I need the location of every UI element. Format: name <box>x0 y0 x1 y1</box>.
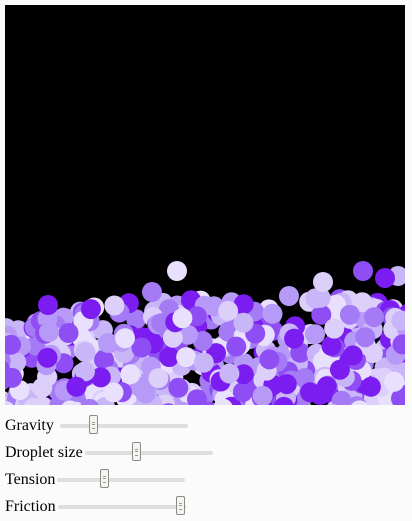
gravity-label: Gravity <box>5 417 54 434</box>
droplet-size-slider-thumb[interactable] <box>132 442 142 461</box>
friction-label: Friction <box>5 498 56 515</box>
droplet <box>232 382 253 402</box>
droplet <box>167 261 187 281</box>
droplet <box>310 287 331 308</box>
droplet <box>187 389 207 405</box>
droplet <box>392 334 405 355</box>
droplet <box>226 336 247 357</box>
droplet <box>94 349 114 370</box>
droplet <box>312 351 333 372</box>
droplet <box>115 328 135 349</box>
tension-control: Tension <box>5 469 186 490</box>
droplet <box>162 327 183 348</box>
droplet-layer <box>5 261 405 405</box>
droplet <box>178 324 199 345</box>
droplet <box>213 398 233 405</box>
droplet <box>90 367 111 388</box>
droplet <box>23 397 44 405</box>
droplet <box>39 322 59 342</box>
droplet <box>148 368 169 389</box>
droplet <box>329 359 350 380</box>
gravity-control: Gravity <box>5 415 188 436</box>
droplet <box>331 390 352 405</box>
droplet <box>233 364 254 385</box>
droplet <box>131 337 152 358</box>
droplet <box>324 318 345 339</box>
droplet <box>360 376 381 397</box>
droplet <box>193 352 214 373</box>
droplet <box>58 323 79 343</box>
droplet <box>120 364 141 385</box>
droplet <box>75 361 95 382</box>
droplet <box>391 388 405 405</box>
droplet <box>274 396 294 405</box>
gravity-slider[interactable] <box>59 415 188 434</box>
droplet <box>259 349 280 370</box>
friction-slider-thumb[interactable] <box>175 496 185 515</box>
fluid-simulation-canvas[interactable] <box>5 5 405 405</box>
droplet <box>75 342 96 362</box>
droplet <box>6 352 27 373</box>
droplet <box>159 347 180 367</box>
droplet <box>353 261 373 281</box>
droplet <box>205 404 215 405</box>
droplet <box>5 360 11 379</box>
droplet <box>339 304 360 325</box>
droplet <box>305 324 325 345</box>
droplet <box>103 382 124 403</box>
droplet <box>233 312 254 333</box>
droplet <box>172 308 193 329</box>
droplet <box>252 385 273 405</box>
droplet <box>321 335 342 356</box>
droplet <box>66 376 87 397</box>
droplet <box>168 377 189 398</box>
tension-slider[interactable] <box>57 469 186 488</box>
droplet <box>80 398 99 405</box>
tension-slider-thumb[interactable] <box>99 469 109 488</box>
droplet <box>162 403 174 405</box>
droplet <box>300 382 321 403</box>
droplet <box>342 345 363 366</box>
droplet <box>311 304 332 325</box>
tension-label: Tension <box>5 471 56 488</box>
droplet <box>32 377 53 398</box>
droplet-size-control: Droplet size <box>5 442 213 463</box>
droplet <box>351 400 368 405</box>
droplet <box>284 328 305 349</box>
droplet <box>5 334 21 355</box>
droplet <box>98 333 119 353</box>
friction-slider[interactable] <box>57 496 186 515</box>
droplet <box>80 299 101 320</box>
droplet <box>326 403 337 405</box>
droplet <box>176 347 197 368</box>
droplet-size-label: Droplet size <box>5 444 83 461</box>
droplet <box>37 347 58 368</box>
droplet <box>104 295 125 316</box>
droplet <box>355 327 376 348</box>
droplet <box>233 294 254 315</box>
droplet <box>316 376 337 397</box>
droplet <box>61 400 79 405</box>
droplet <box>38 295 58 315</box>
droplet <box>174 401 190 405</box>
droplet <box>126 309 147 330</box>
droplet <box>279 286 299 306</box>
droplet <box>142 282 162 302</box>
droplet <box>375 268 395 288</box>
friction-control: Friction <box>5 496 186 517</box>
droplet-size-slider[interactable] <box>84 442 213 461</box>
droplet <box>219 363 240 384</box>
droplet <box>326 294 346 315</box>
droplet <box>364 307 385 328</box>
droplet <box>276 374 297 395</box>
droplet <box>218 300 239 321</box>
droplet <box>384 371 405 392</box>
droplet <box>5 403 10 405</box>
droplet <box>391 310 405 331</box>
gravity-slider-thumb[interactable] <box>89 415 99 434</box>
droplet <box>218 321 239 342</box>
droplet <box>262 303 283 324</box>
droplet <box>313 272 333 292</box>
droplet <box>352 292 373 313</box>
